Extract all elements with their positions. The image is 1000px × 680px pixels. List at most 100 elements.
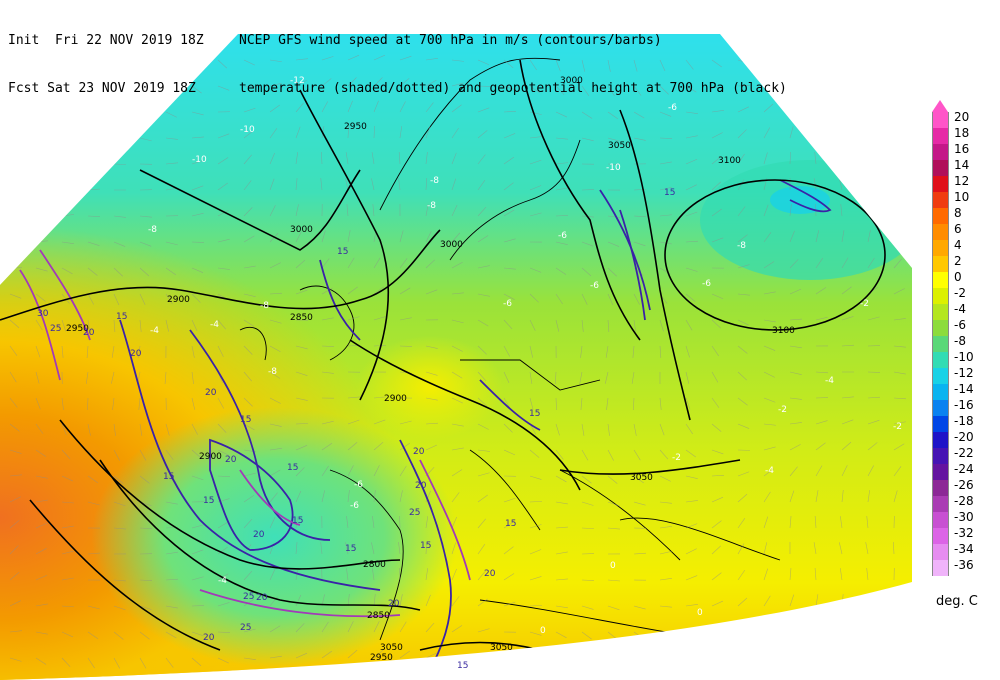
wind-barb — [451, 82, 464, 87]
wind-barb — [35, 657, 47, 665]
wind-barb — [607, 605, 620, 611]
wind-barb — [451, 319, 464, 324]
svg-text:2850: 2850 — [367, 611, 390, 621]
wind-barb — [529, 524, 542, 529]
wind-barb — [425, 652, 437, 659]
wind-barb — [711, 572, 722, 581]
wind-barb — [425, 102, 434, 113]
wind-barb — [243, 628, 256, 633]
svg-text:-8: -8 — [737, 241, 746, 251]
svg-text:15: 15 — [163, 472, 174, 482]
wind-barb — [347, 257, 355, 269]
wind-barb — [607, 423, 610, 436]
wind-barb — [398, 152, 401, 165]
wind-barb — [815, 257, 823, 269]
wind-barb — [607, 267, 617, 277]
wind-barb — [347, 419, 360, 425]
wind-barb — [607, 241, 620, 247]
wind-barb — [399, 442, 410, 451]
wind-barb — [893, 466, 902, 477]
wind-barb — [659, 501, 672, 504]
wind-barb — [581, 631, 592, 640]
wind-barb — [685, 631, 698, 635]
wind-barb — [347, 126, 349, 139]
wind-barb — [815, 465, 823, 477]
wind-barb — [217, 423, 227, 433]
wind-barb — [737, 206, 746, 217]
wind-barb — [243, 59, 255, 66]
svg-text:-6: -6 — [350, 501, 359, 511]
wind-barb — [685, 548, 697, 555]
wind-barb — [633, 137, 646, 141]
wind-barb — [867, 126, 870, 139]
wind-barb — [451, 232, 461, 243]
wind-barb — [9, 657, 22, 662]
wind-barb — [9, 208, 20, 217]
wind-barb — [814, 568, 817, 581]
wind-barb — [320, 178, 323, 191]
wind-barb — [477, 628, 490, 633]
wind-barb — [399, 594, 403, 607]
wind-barb — [529, 293, 539, 303]
wind-barb — [555, 526, 568, 529]
wind-barb — [503, 267, 516, 270]
wind-barb — [711, 449, 724, 455]
svg-text:20: 20 — [413, 447, 425, 457]
colorbar-label: 6 — [954, 222, 962, 236]
wind-barb — [711, 132, 723, 139]
svg-text:-2: -2 — [893, 422, 902, 432]
wind-barb — [217, 602, 230, 607]
wind-barb — [633, 85, 642, 96]
wind-barb — [477, 598, 488, 607]
wind-barb — [841, 230, 845, 243]
wind-barb — [425, 594, 431, 607]
wind-barb — [633, 293, 640, 305]
wind-barb — [373, 396, 386, 399]
colorbar-swatch — [932, 384, 949, 400]
wind-barb — [503, 133, 516, 139]
wind-barb — [451, 447, 464, 451]
wind-barb — [425, 516, 429, 529]
wind-barb — [555, 397, 557, 411]
wind-barb — [295, 423, 309, 425]
svg-text:20: 20 — [130, 349, 142, 359]
wind-barb — [35, 158, 47, 165]
wind-barb — [581, 111, 593, 119]
colorbar-swatch — [932, 448, 949, 464]
colorbar-swatch — [932, 432, 949, 448]
wind-barb — [555, 631, 567, 639]
colorbar-label: 10 — [954, 190, 970, 204]
wind-barb — [321, 465, 329, 477]
wind-barb — [814, 516, 817, 529]
wind-barb — [685, 240, 698, 243]
wind-barb — [217, 157, 229, 165]
wind-barb — [659, 319, 664, 332]
wind-barb — [685, 657, 697, 666]
wind-barb — [295, 594, 302, 607]
svg-text:20: 20 — [388, 599, 400, 609]
wind-barb — [503, 521, 515, 529]
wind-barb — [763, 446, 776, 451]
wind-barb — [529, 397, 534, 410]
colorbar-swatch — [932, 240, 949, 256]
wind-barb — [269, 568, 276, 581]
wind-barb — [113, 319, 116, 332]
wind-barb — [477, 345, 487, 355]
wind-barb — [529, 136, 542, 139]
wind-barb — [555, 501, 568, 505]
svg-text:15: 15 — [664, 188, 675, 198]
svg-text:-6: -6 — [558, 231, 567, 241]
wind-barb — [581, 527, 594, 529]
wind-barb — [295, 204, 299, 217]
wind-barb — [269, 655, 282, 659]
wind-barb — [139, 241, 152, 247]
wind-barb — [346, 568, 349, 581]
wind-barb — [477, 543, 486, 555]
wind-barb — [269, 178, 275, 191]
wind-barb — [87, 423, 91, 436]
wind-barb — [9, 319, 20, 329]
colorbar-swatch — [932, 368, 949, 384]
wind-barb — [217, 397, 225, 409]
svg-text:-8: -8 — [427, 201, 436, 211]
wind-barb — [477, 371, 487, 382]
